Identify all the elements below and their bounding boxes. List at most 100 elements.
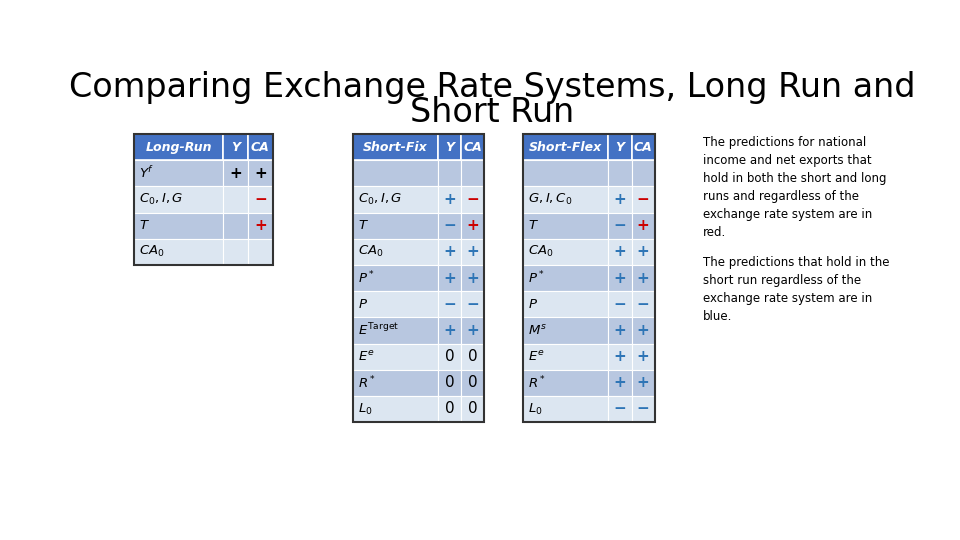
Bar bbox=[609, 370, 632, 396]
Bar bbox=[632, 186, 655, 213]
Text: −: − bbox=[443, 297, 456, 312]
Text: $\mathit{E}^{\mathrm{Target}}$: $\mathit{E}^{\mathrm{Target}}$ bbox=[358, 322, 399, 339]
Text: Comparing Exchange Rate Systems, Long Run and: Comparing Exchange Rate Systems, Long Ru… bbox=[69, 71, 915, 104]
Text: $\mathit{CA}_0$: $\mathit{CA}_0$ bbox=[358, 245, 383, 259]
Bar bbox=[461, 160, 484, 186]
Text: +: + bbox=[443, 192, 456, 207]
Bar bbox=[352, 186, 438, 213]
Text: Y: Y bbox=[231, 141, 240, 154]
Bar bbox=[134, 160, 223, 186]
Text: +: + bbox=[467, 323, 479, 338]
Bar bbox=[352, 370, 438, 396]
Text: $\mathit{C}_0\mathit{, I, G}$: $\mathit{C}_0\mathit{, I, G}$ bbox=[358, 192, 402, 207]
Bar bbox=[352, 134, 438, 160]
Bar bbox=[352, 265, 438, 291]
Bar bbox=[461, 186, 484, 213]
Text: +: + bbox=[443, 245, 456, 259]
Text: Y: Y bbox=[444, 141, 454, 154]
Text: 0: 0 bbox=[468, 349, 477, 364]
Bar bbox=[134, 186, 223, 213]
Bar bbox=[461, 213, 484, 239]
Bar bbox=[134, 134, 273, 265]
Text: −: − bbox=[636, 297, 650, 312]
Text: 0: 0 bbox=[468, 402, 477, 416]
Text: +: + bbox=[636, 245, 650, 259]
Text: +: + bbox=[253, 218, 267, 233]
Bar bbox=[523, 160, 609, 186]
Text: $\mathit{L}_0$: $\mathit{L}_0$ bbox=[528, 401, 543, 416]
Text: +: + bbox=[613, 349, 626, 364]
Bar bbox=[523, 318, 609, 343]
Text: −: − bbox=[613, 218, 626, 233]
Bar bbox=[523, 396, 609, 422]
Bar bbox=[609, 134, 632, 160]
Bar bbox=[609, 265, 632, 291]
Bar bbox=[438, 160, 461, 186]
Bar bbox=[248, 134, 273, 160]
Bar bbox=[134, 213, 223, 239]
Text: −: − bbox=[613, 297, 626, 312]
Bar bbox=[461, 318, 484, 343]
Bar bbox=[438, 396, 461, 422]
Bar bbox=[523, 265, 609, 291]
Bar bbox=[632, 291, 655, 318]
Text: +: + bbox=[636, 375, 650, 390]
Bar bbox=[438, 239, 461, 265]
Bar bbox=[632, 318, 655, 343]
Bar bbox=[223, 160, 248, 186]
Bar bbox=[632, 239, 655, 265]
Bar bbox=[632, 370, 655, 396]
Bar bbox=[609, 396, 632, 422]
Text: −: − bbox=[467, 297, 479, 312]
Text: $\mathit{G, I, C}_0$: $\mathit{G, I, C}_0$ bbox=[528, 192, 573, 207]
Bar bbox=[438, 265, 461, 291]
Text: CA: CA bbox=[251, 141, 270, 154]
Text: +: + bbox=[467, 271, 479, 286]
Text: +: + bbox=[443, 323, 456, 338]
Text: +: + bbox=[613, 245, 626, 259]
Bar bbox=[609, 186, 632, 213]
Bar bbox=[352, 160, 438, 186]
Text: $\mathit{R}^*$: $\mathit{R}^*$ bbox=[358, 375, 376, 391]
Text: +: + bbox=[636, 271, 650, 286]
Text: $\mathit{Y}^f$: $\mathit{Y}^f$ bbox=[139, 165, 155, 181]
Text: $\mathit{P}^*$: $\mathit{P}^*$ bbox=[528, 270, 545, 286]
Bar bbox=[632, 160, 655, 186]
Bar bbox=[134, 134, 223, 160]
Text: $\mathit{C}_0\mathit{, I, G}$: $\mathit{C}_0\mathit{, I, G}$ bbox=[139, 192, 184, 207]
Bar bbox=[438, 134, 461, 160]
Text: +: + bbox=[443, 271, 456, 286]
Text: $\mathit{CA}_0$: $\mathit{CA}_0$ bbox=[139, 245, 165, 259]
Bar bbox=[523, 213, 609, 239]
Text: Short-Flex: Short-Flex bbox=[529, 141, 602, 154]
Text: 0: 0 bbox=[468, 375, 477, 390]
Bar bbox=[223, 134, 248, 160]
Text: −: − bbox=[636, 402, 650, 416]
Text: $\mathit{P}$: $\mathit{P}$ bbox=[528, 298, 539, 310]
Bar bbox=[523, 134, 609, 160]
Bar bbox=[523, 291, 609, 318]
Text: −: − bbox=[467, 192, 479, 207]
Text: The predictions for national
income and net exports that
hold in both the short : The predictions for national income and … bbox=[703, 137, 886, 239]
Bar bbox=[223, 213, 248, 239]
Text: $\mathit{M}^s$: $\mathit{M}^s$ bbox=[528, 323, 547, 338]
Bar bbox=[523, 370, 609, 396]
Bar bbox=[461, 370, 484, 396]
Bar bbox=[461, 239, 484, 265]
Text: +: + bbox=[467, 245, 479, 259]
Bar bbox=[438, 343, 461, 370]
Text: $\mathit{P}^*$: $\mathit{P}^*$ bbox=[358, 270, 374, 286]
Bar bbox=[223, 186, 248, 213]
Bar bbox=[523, 186, 609, 213]
Text: −: − bbox=[636, 192, 650, 207]
Text: CA: CA bbox=[464, 141, 482, 154]
Text: Y: Y bbox=[615, 141, 624, 154]
Bar bbox=[248, 239, 273, 265]
Text: +: + bbox=[636, 323, 650, 338]
Text: +: + bbox=[613, 192, 626, 207]
Bar bbox=[461, 265, 484, 291]
Text: $\mathit{E}^e$: $\mathit{E}^e$ bbox=[358, 349, 374, 363]
Bar bbox=[248, 186, 273, 213]
Bar bbox=[352, 343, 438, 370]
Bar bbox=[609, 291, 632, 318]
